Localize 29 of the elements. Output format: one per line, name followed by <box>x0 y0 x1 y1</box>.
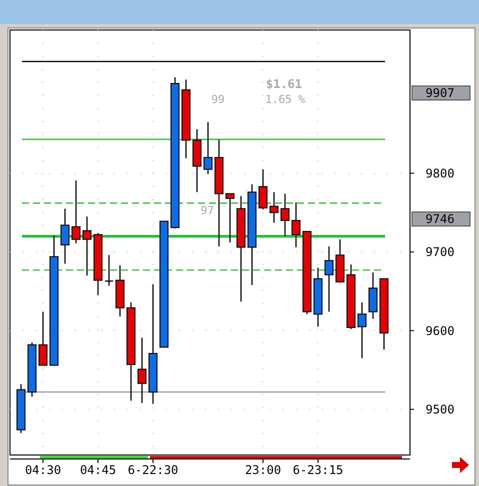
candlestick <box>292 202 300 248</box>
x-tick-label: 23:00 <box>244 463 282 477</box>
candlestick <box>60 208 70 264</box>
y-tick-label: 9700 <box>426 245 454 260</box>
candlestick <box>204 121 212 175</box>
x-tick-label: 6-22:30 <box>128 463 178 477</box>
text: 9746 <box>426 212 454 226</box>
candlestick <box>270 192 278 224</box>
x-tick-label: 04:45 <box>80 463 116 477</box>
x-tick-label: 04:30 <box>24 463 62 477</box>
annotation: 1.65 % <box>265 93 306 106</box>
y-tick-label: 9500 <box>426 402 454 417</box>
candlestick <box>38 311 48 366</box>
candlestick <box>324 246 334 312</box>
y-tick-label: 9800 <box>426 166 454 180</box>
annotation: 99 <box>211 93 225 106</box>
annotation: 97 <box>200 204 214 217</box>
candlestick <box>280 193 290 237</box>
text: 9907 <box>426 86 454 100</box>
candlestick <box>358 302 366 359</box>
candlestick <box>72 180 80 244</box>
candlestick <box>138 337 146 404</box>
candlestick <box>82 216 92 276</box>
annotation: $1.61 <box>266 77 302 91</box>
candlestick <box>368 272 378 320</box>
x-tick-label: 6-23:15 <box>292 463 344 477</box>
candlestick <box>226 193 234 244</box>
candlestick <box>258 168 268 210</box>
y-tick-label: 9600 <box>426 324 454 338</box>
